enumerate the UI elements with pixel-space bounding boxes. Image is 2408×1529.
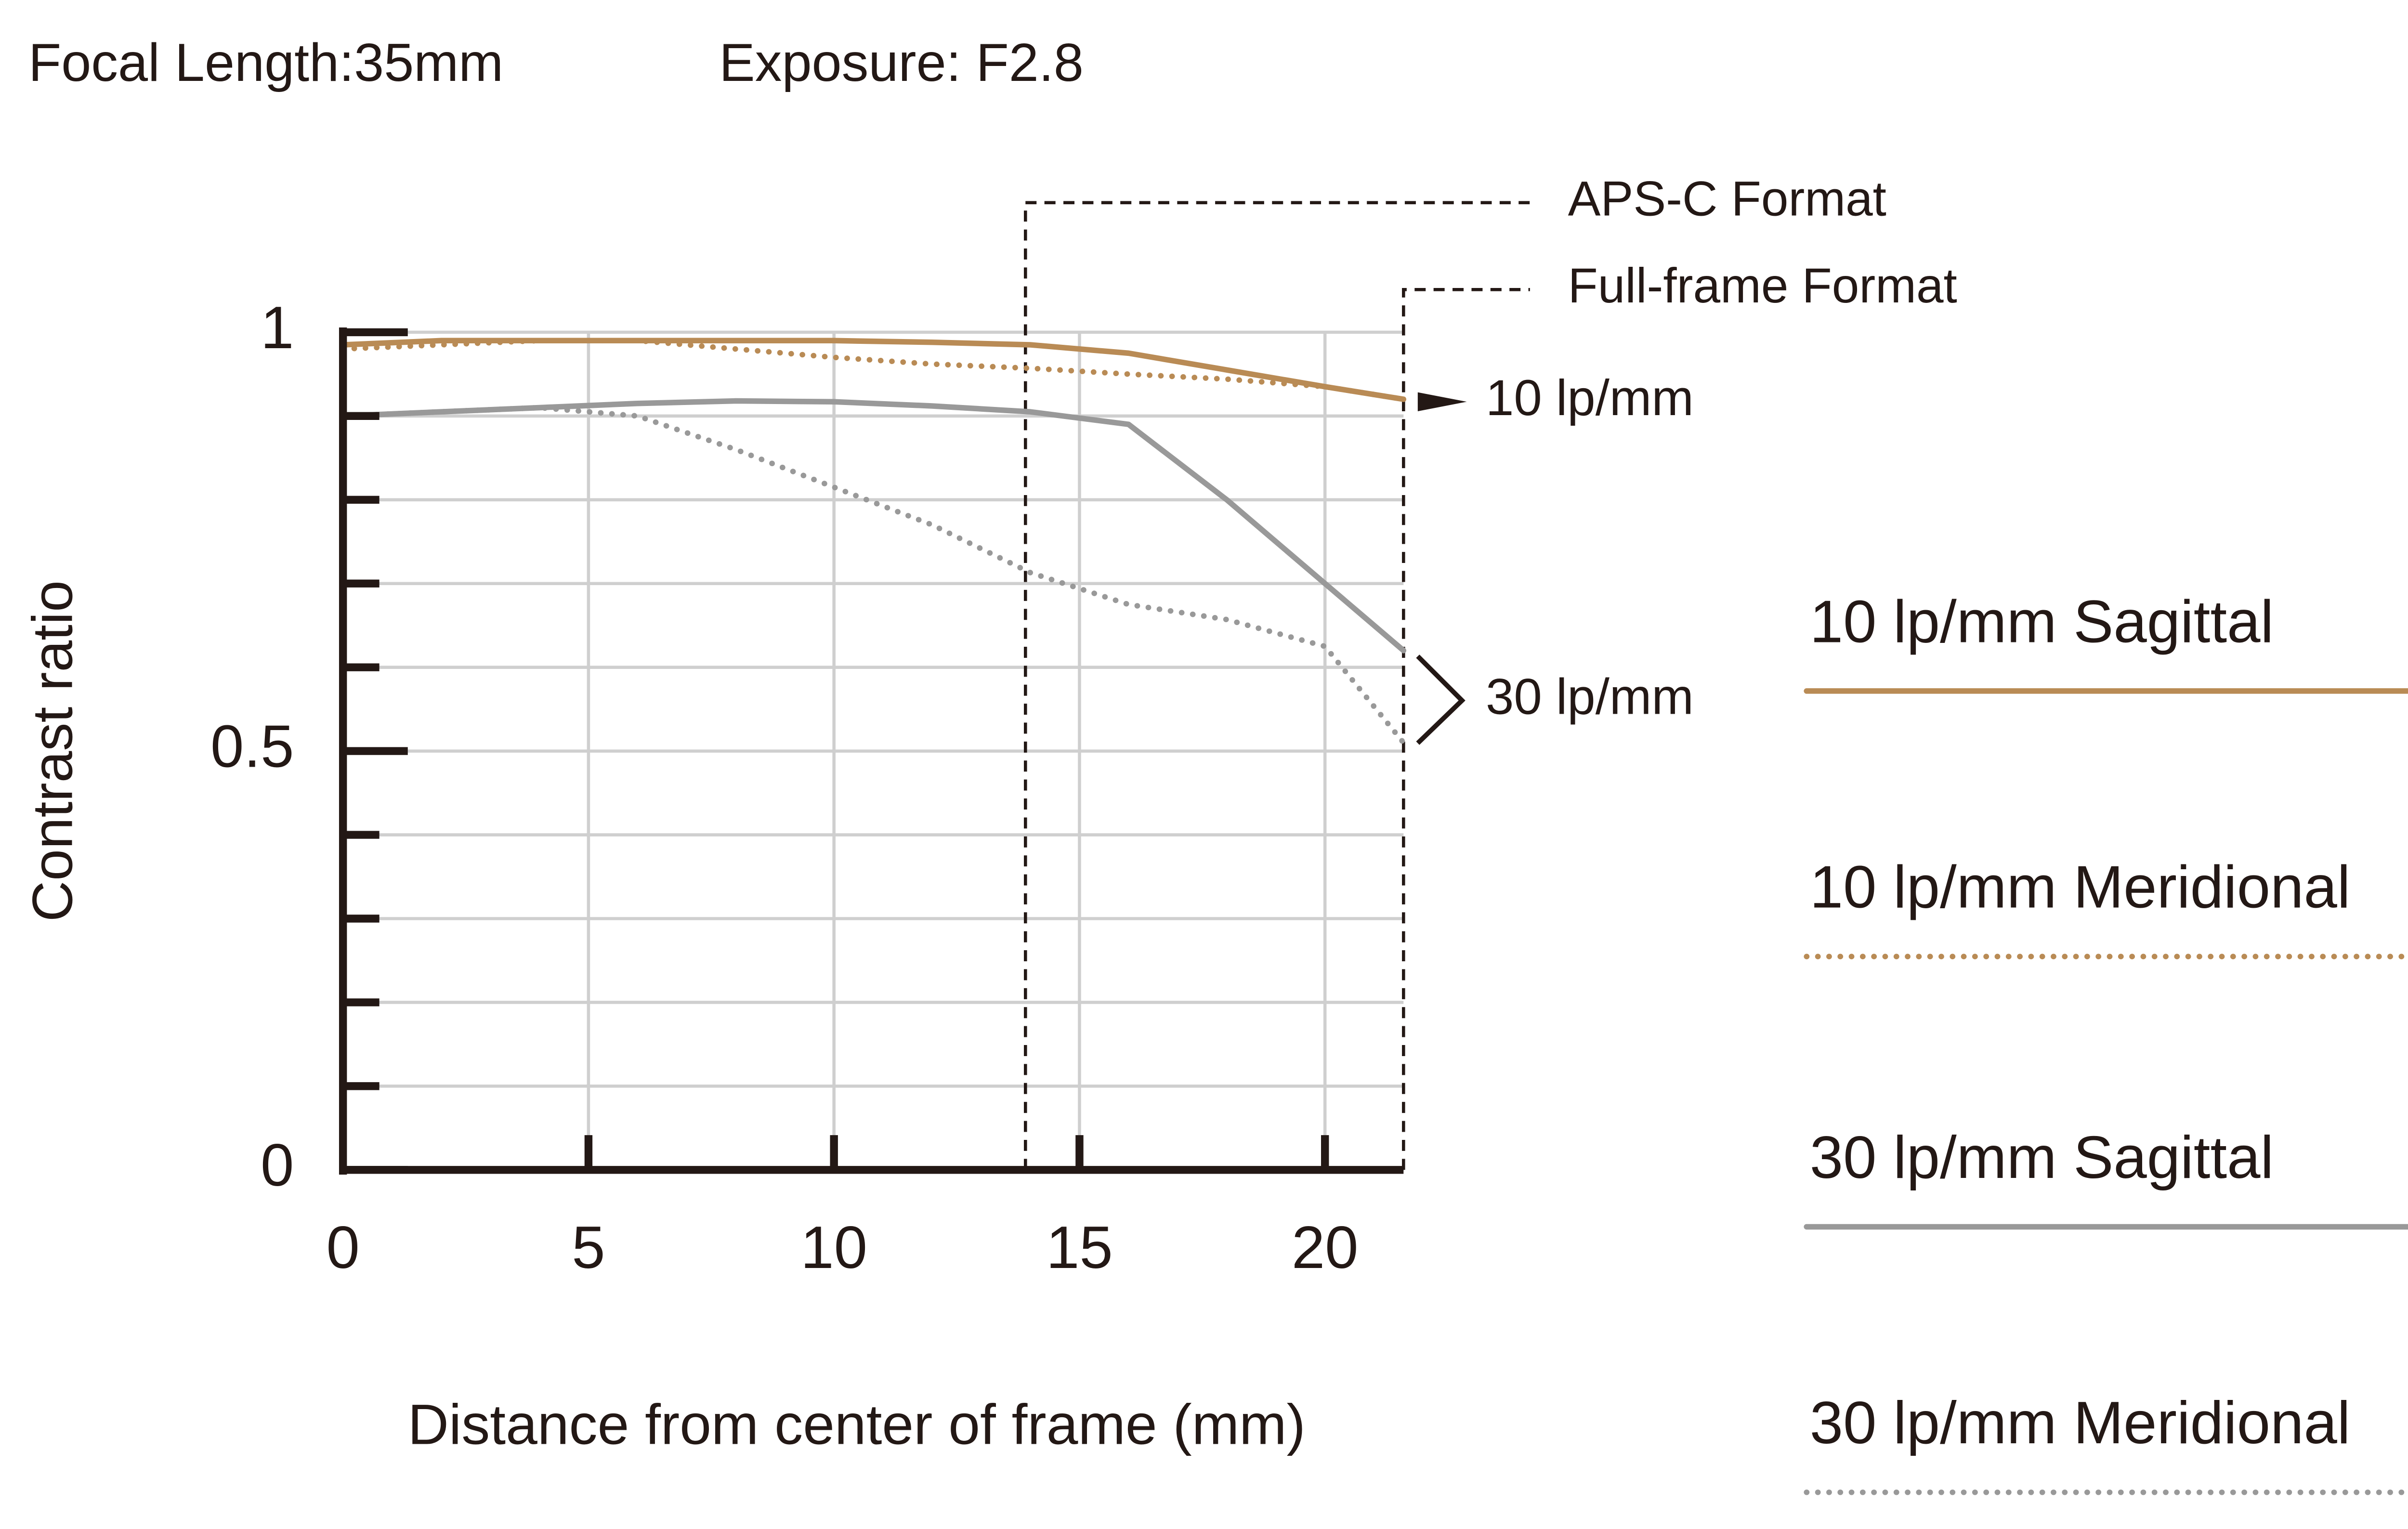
series-line xyxy=(340,338,1407,402)
annotation-bracket xyxy=(1416,654,1466,745)
annotation: 30 lp/mm xyxy=(1486,668,1694,725)
x-tick-label: 5 xyxy=(572,1214,605,1281)
format-label: APS-C Format xyxy=(1568,171,1886,226)
format-boundary xyxy=(1024,201,1530,1170)
annotation: 10 lp/mm xyxy=(1486,370,1694,426)
legend-label: 10 lp/mm Sagittal xyxy=(1810,588,2274,655)
chart-title: Focal Length:35mm xyxy=(28,32,503,92)
legend-label: 10 lp/mm Meridional xyxy=(1810,854,2351,921)
series-line xyxy=(340,338,1407,402)
y-tick-label: 0 xyxy=(261,1132,294,1199)
x-tick-label: 20 xyxy=(1292,1214,1359,1281)
y-tick-label: 0.5 xyxy=(210,713,294,780)
format-boundary xyxy=(1402,288,1530,1170)
x-tick-label: 15 xyxy=(1046,1214,1113,1281)
x-tick-label: 10 xyxy=(800,1214,867,1281)
format-label: Full-frame Format xyxy=(1568,258,1957,313)
legend-label: 30 lp/mm Sagittal xyxy=(1810,1124,2274,1191)
x-axis-label: Distance from center of frame (mm) xyxy=(408,1393,1306,1457)
y-tick-label: 1 xyxy=(261,294,294,361)
series-line xyxy=(340,405,1407,745)
annotation-arrow xyxy=(1417,392,1467,411)
y-axis-label: Contrast ratio xyxy=(21,580,84,922)
series-line xyxy=(340,398,1407,653)
chart-subtitle: Exposure: F2.8 xyxy=(719,32,1084,92)
legend-label: 30 lp/mm Meridional xyxy=(1810,1389,2351,1456)
x-tick-label: 0 xyxy=(326,1214,359,1281)
